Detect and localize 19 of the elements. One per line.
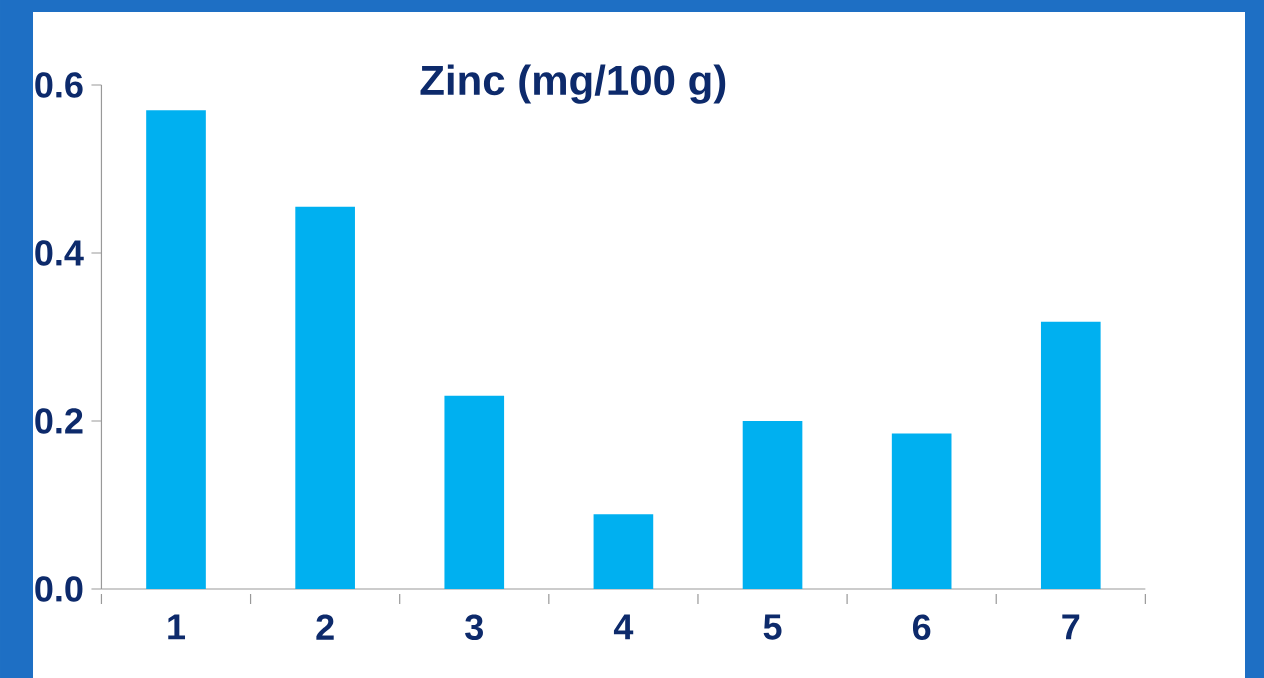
y-tick-label: 0.6 xyxy=(35,72,83,98)
bar xyxy=(742,420,803,589)
x-tick-label: 5 xyxy=(763,614,782,640)
bar xyxy=(295,206,355,589)
bar xyxy=(891,433,952,589)
x-tick-label: 1 xyxy=(168,614,186,640)
bar xyxy=(1040,321,1101,589)
x-tick-label: 7 xyxy=(1062,614,1080,640)
y-tick-label: 0.2 xyxy=(35,408,83,434)
y-tick-label: 0.0 xyxy=(35,576,83,602)
y-tick-label: 0.4 xyxy=(35,240,84,266)
bar xyxy=(146,110,206,589)
x-tick-label: 3 xyxy=(465,614,483,641)
bar xyxy=(444,395,505,589)
chart-title: Zinc (mg/100 g) xyxy=(420,64,726,104)
x-tick-label: 2 xyxy=(316,614,334,640)
bar xyxy=(593,514,654,589)
x-tick-label: 6 xyxy=(912,614,931,640)
x-tick-label: 4 xyxy=(613,614,634,640)
